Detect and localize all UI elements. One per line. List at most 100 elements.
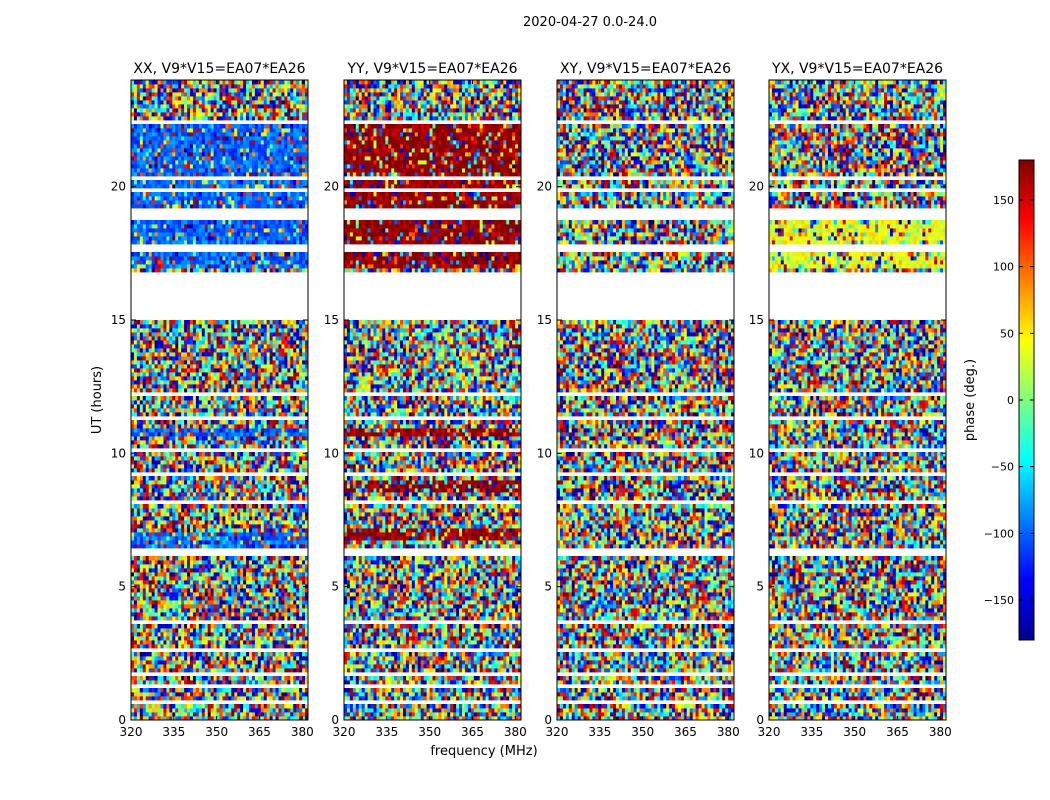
heatmap-cell (166, 344, 170, 349)
heatmap-cell (207, 536, 212, 541)
heatmap-cell (160, 692, 164, 697)
heatmap-cell (216, 464, 220, 469)
heatmap-cell (246, 520, 250, 525)
heatmap-cell (139, 380, 144, 385)
heatmap-cell (166, 656, 170, 661)
heatmap-cell (192, 408, 197, 413)
heatmap-cell (136, 632, 141, 637)
heatmap-cell (228, 688, 232, 693)
heatmap-cell (133, 388, 138, 393)
heatmap-cell (275, 356, 279, 361)
heatmap-cell (169, 524, 173, 529)
heatmap-cell (154, 644, 158, 649)
heatmap-cell (296, 688, 300, 693)
heatmap-cell (222, 348, 226, 353)
heatmap-cell (281, 436, 285, 441)
heatmap-cell (184, 476, 188, 481)
heatmap-cell (225, 636, 229, 641)
heatmap-cell (145, 396, 150, 401)
heatmap-cell (296, 712, 300, 717)
heatmap-cell (178, 428, 182, 433)
heatmap-cell (302, 432, 306, 437)
heatmap-cell (225, 524, 229, 529)
heatmap-cell (190, 492, 194, 497)
heatmap-cell (133, 340, 138, 345)
heatmap-cell (234, 424, 238, 429)
heatmap-cell (184, 460, 188, 465)
heatmap-cell (269, 484, 273, 489)
heatmap-cell (201, 676, 206, 681)
heatmap-cell (175, 556, 179, 561)
heatmap-cell (131, 432, 135, 437)
heatmap-cell (201, 372, 206, 377)
heatmap-cell (249, 592, 253, 597)
heatmap-cell (278, 596, 282, 601)
heatmap-cell (246, 444, 250, 449)
heatmap-cell (184, 568, 188, 573)
heatmap-cell (145, 468, 150, 473)
heatmap-cell (204, 716, 209, 720)
heatmap-cell (216, 384, 220, 389)
heatmap-cell (249, 400, 253, 405)
heatmap-cell (195, 432, 200, 437)
heatmap-cell (172, 376, 176, 381)
heatmap-cell (302, 600, 306, 605)
heatmap-cell (169, 340, 173, 345)
heatmap-cell (257, 436, 262, 441)
heatmap-cell (234, 680, 238, 685)
heatmap-cell (136, 384, 141, 389)
heatmap-cell (254, 356, 259, 361)
heatmap-cell (266, 584, 271, 589)
heatmap-cell (231, 636, 235, 641)
heatmap-cell (246, 576, 250, 581)
heatmap-cell (293, 544, 297, 549)
heatmap-cell (272, 528, 276, 533)
heatmap-cell (228, 704, 232, 709)
heatmap-cell (281, 644, 285, 649)
heatmap-cell (284, 464, 288, 469)
heatmap-cell (154, 524, 158, 529)
heatmap-cell (204, 708, 209, 713)
heatmap-cell (225, 480, 229, 485)
heatmap-cell (187, 556, 191, 561)
heatmap-cell (287, 540, 291, 545)
heatmap-cell (187, 496, 191, 501)
heatmap-cell (251, 568, 256, 573)
heatmap-cell (166, 664, 170, 669)
heatmap-cell (160, 612, 164, 617)
heatmap-cell (178, 476, 182, 481)
heatmap-cell (148, 452, 153, 457)
heatmap-cell (246, 424, 250, 429)
heatmap-cell (228, 516, 232, 521)
heatmap-cell (269, 584, 273, 589)
heatmap-cell (151, 376, 155, 381)
heatmap-cell (296, 360, 300, 365)
heatmap-cell (163, 424, 167, 429)
heatmap-cell (213, 436, 217, 441)
heatmap-cell (213, 396, 217, 401)
heatmap-cell (166, 540, 170, 545)
heatmap-cell (198, 460, 203, 465)
heatmap-cell (157, 588, 161, 593)
heatmap-cell (225, 460, 229, 465)
heatmap-cell (160, 604, 164, 609)
heatmap-cell (231, 400, 235, 405)
heatmap-cell (263, 512, 268, 517)
heatmap-cell (192, 356, 197, 361)
heatmap-cell (240, 540, 244, 545)
heatmap-cell (133, 444, 138, 449)
heatmap-cell (154, 388, 158, 393)
heatmap-cell (181, 576, 185, 581)
heatmap-cell (181, 664, 185, 669)
heatmap-cell (281, 368, 285, 373)
heatmap-cell (145, 640, 150, 645)
heatmap-cell (234, 624, 238, 629)
heatmap-cell (181, 588, 185, 593)
heatmap-cell (299, 640, 303, 645)
heatmap-cell (213, 424, 217, 429)
heatmap-cell (234, 460, 238, 465)
heatmap-cell (243, 632, 247, 637)
heatmap-cell (142, 340, 147, 345)
heatmap-cell (284, 520, 288, 525)
heatmap-cell (278, 628, 282, 633)
